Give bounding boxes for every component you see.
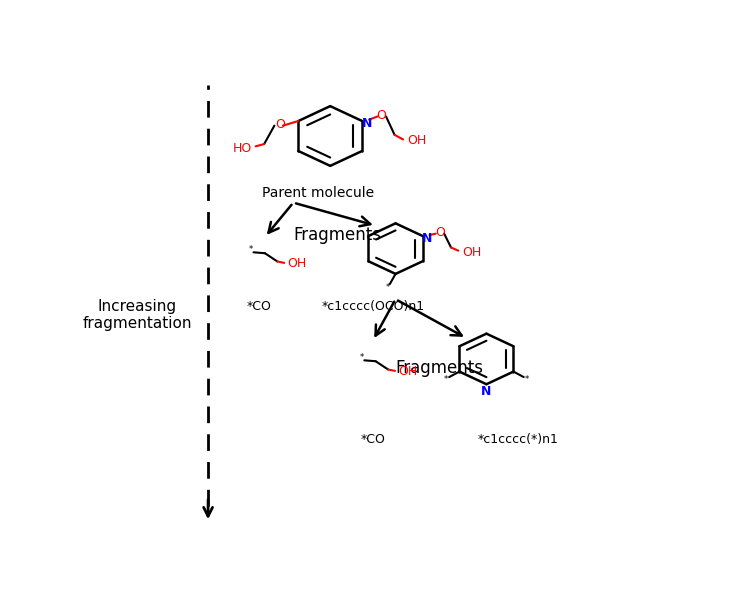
Text: Fragments: Fragments xyxy=(396,359,484,377)
Text: *: * xyxy=(386,283,390,292)
Text: *: * xyxy=(248,245,253,254)
Text: *c1cccc(*)n1: *c1cccc(*)n1 xyxy=(477,433,558,446)
Text: *CO: *CO xyxy=(247,300,272,313)
Text: OH: OH xyxy=(407,134,427,147)
Text: O: O xyxy=(377,109,386,122)
Text: *: * xyxy=(359,353,364,362)
Text: OH: OH xyxy=(463,245,482,259)
Text: *c1cccc(OCO)n1: *c1cccc(OCO)n1 xyxy=(321,300,424,313)
Text: *CO: *CO xyxy=(361,433,386,446)
Text: OH: OH xyxy=(399,365,418,378)
Text: Fragments: Fragments xyxy=(293,226,381,244)
Text: OH: OH xyxy=(287,257,307,270)
Text: Increasing
fragmentation: Increasing fragmentation xyxy=(82,299,192,331)
Text: N: N xyxy=(361,117,372,130)
Text: N: N xyxy=(422,232,432,245)
Text: O: O xyxy=(435,226,445,239)
Text: HO: HO xyxy=(232,142,251,155)
Text: Parent molecule: Parent molecule xyxy=(262,186,374,201)
Text: *: * xyxy=(525,375,529,384)
Text: *: * xyxy=(443,375,448,384)
Text: O: O xyxy=(275,118,285,131)
Text: N: N xyxy=(482,384,492,398)
